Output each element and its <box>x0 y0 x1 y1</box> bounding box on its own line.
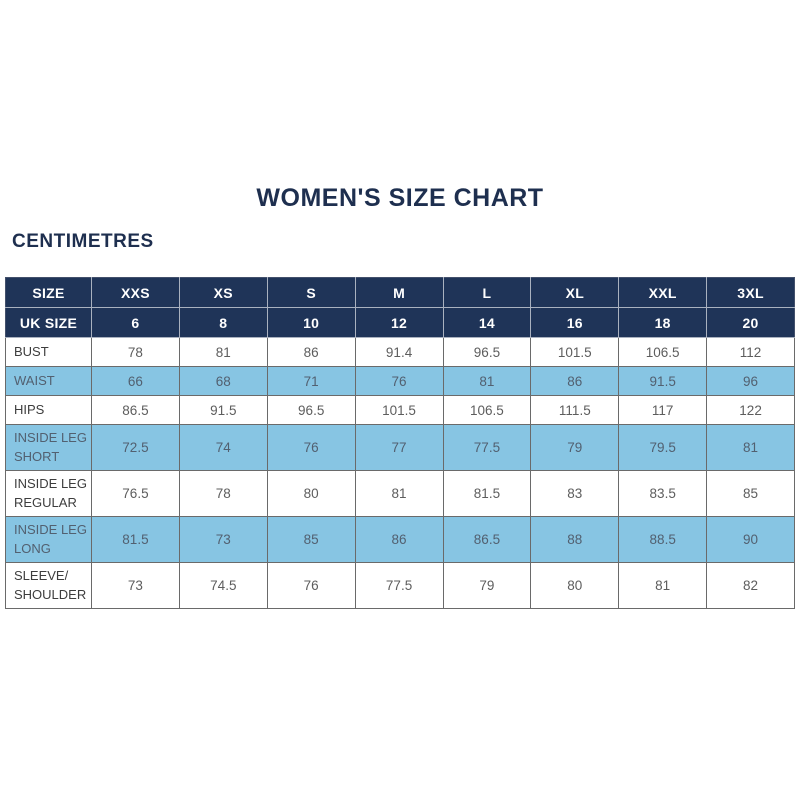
table-cell: 88 <box>530 516 620 563</box>
row-label: SLEEVE/ SHOULDER <box>5 562 92 609</box>
table-cell: 86 <box>530 366 620 396</box>
size-col-header: 3XL <box>706 277 795 308</box>
size-col-header: XL <box>530 277 620 308</box>
table-cell: 83 <box>530 470 620 517</box>
table-cell: 79 <box>442 562 532 609</box>
table-cell: 86 <box>266 337 356 367</box>
table-cell: 77.5 <box>442 424 532 471</box>
table-cell: 74.5 <box>178 562 268 609</box>
size-chart-table: SIZE XXS XS S M L XL XXL 3XL UK SIZE 6 8… <box>5 277 795 609</box>
size-col-header: XXL <box>618 277 708 308</box>
table-cell: 106.5 <box>442 395 532 425</box>
table-cell: 76 <box>266 562 356 609</box>
table-cell: 81.5 <box>442 470 532 517</box>
uk-size-col-header: 6 <box>91 307 180 338</box>
table-cell: 81 <box>354 470 444 517</box>
uk-size-col-header: 16 <box>530 307 620 338</box>
size-col-header: L <box>442 277 532 308</box>
table-cell: 80 <box>266 470 356 517</box>
row-label: HIPS <box>5 395 92 425</box>
table-cell: 88.5 <box>618 516 708 563</box>
table-row-inside-leg-long: INSIDE LEG LONG 81.5 73 85 86 86.5 88 88… <box>5 516 795 563</box>
table-cell: 111.5 <box>530 395 620 425</box>
row-label: INSIDE LEG REGULAR <box>5 470 92 517</box>
table-cell: 73 <box>178 516 268 563</box>
unit-label: CENTIMETRES <box>12 231 154 252</box>
size-col-header: XS <box>178 277 268 308</box>
table-cell: 86.5 <box>442 516 532 563</box>
table-cell: 91.4 <box>354 337 444 367</box>
table-cell: 83.5 <box>618 470 708 517</box>
table-cell: 81 <box>618 562 708 609</box>
row-label: BUST <box>5 337 92 367</box>
table-cell: 112 <box>706 337 795 367</box>
table-cell: 122 <box>706 395 795 425</box>
table-cell: 91.5 <box>618 366 708 396</box>
table-cell: 91.5 <box>178 395 268 425</box>
table-cell: 101.5 <box>354 395 444 425</box>
row-label: INSIDE LEG LONG <box>5 516 92 563</box>
size-header-label: SIZE <box>5 277 92 308</box>
table-cell: 76.5 <box>91 470 180 517</box>
table-cell: 78 <box>178 470 268 517</box>
table-cell: 74 <box>178 424 268 471</box>
table-cell: 86.5 <box>91 395 180 425</box>
table-cell: 86 <box>354 516 444 563</box>
uk-size-col-header: 8 <box>178 307 268 338</box>
table-cell: 79.5 <box>618 424 708 471</box>
page-title: WOMEN'S SIZE CHART <box>256 184 544 212</box>
uk-size-col-header: 14 <box>442 307 532 338</box>
uk-size-col-header: 18 <box>618 307 708 338</box>
table-cell: 68 <box>178 366 268 396</box>
table-body: BUST 78 81 86 91.4 96.5 101.5 106.5 112 … <box>5 337 795 609</box>
table-cell: 81 <box>706 424 795 471</box>
table-row-inside-leg-short: INSIDE LEG SHORT 72.5 74 76 77 77.5 79 7… <box>5 424 795 471</box>
table-cell: 117 <box>618 395 708 425</box>
table-cell: 77.5 <box>354 562 444 609</box>
table-cell: 72.5 <box>91 424 180 471</box>
table-header: SIZE XXS XS S M L XL XXL 3XL UK SIZE 6 8… <box>5 277 795 338</box>
table-cell: 85 <box>266 516 356 563</box>
uk-size-col-header: 12 <box>354 307 444 338</box>
table-row-bust: BUST 78 81 86 91.4 96.5 101.5 106.5 112 <box>5 337 795 367</box>
size-col-header: M <box>354 277 444 308</box>
table-cell: 81 <box>178 337 268 367</box>
row-label: WAIST <box>5 366 92 396</box>
table-cell: 78 <box>91 337 180 367</box>
table-cell: 90 <box>706 516 795 563</box>
uk-size-header-label: UK SIZE <box>5 307 92 338</box>
table-cell: 71 <box>266 366 356 396</box>
table-row-inside-leg-regular: INSIDE LEG REGULAR 76.5 78 80 81 81.5 83… <box>5 470 795 517</box>
table-cell: 85 <box>706 470 795 517</box>
table-cell: 73 <box>91 562 180 609</box>
table-cell: 96.5 <box>266 395 356 425</box>
table-cell: 81.5 <box>91 516 180 563</box>
table-cell: 96 <box>706 366 795 396</box>
table-cell: 81 <box>442 366 532 396</box>
uk-size-header-row: UK SIZE 6 8 10 12 14 16 18 20 <box>5 307 795 338</box>
row-label: INSIDE LEG SHORT <box>5 424 92 471</box>
size-header-row: SIZE XXS XS S M L XL XXL 3XL <box>5 277 795 308</box>
table-row-hips: HIPS 86.5 91.5 96.5 101.5 106.5 111.5 11… <box>5 395 795 425</box>
table-row-sleeve-shoulder: SLEEVE/ SHOULDER 73 74.5 76 77.5 79 80 8… <box>5 562 795 609</box>
table-row-waist: WAIST 66 68 71 76 81 86 91.5 96 <box>5 366 795 396</box>
uk-size-col-header: 20 <box>706 307 795 338</box>
table-cell: 76 <box>354 366 444 396</box>
table-cell: 80 <box>530 562 620 609</box>
uk-size-col-header: 10 <box>266 307 356 338</box>
table-cell: 96.5 <box>442 337 532 367</box>
table-cell: 101.5 <box>530 337 620 367</box>
table-cell: 77 <box>354 424 444 471</box>
table-cell: 79 <box>530 424 620 471</box>
table-cell: 76 <box>266 424 356 471</box>
table-cell: 82 <box>706 562 795 609</box>
table-cell: 106.5 <box>618 337 708 367</box>
table-cell: 66 <box>91 366 180 396</box>
size-col-header: XXS <box>91 277 180 308</box>
size-col-header: S <box>266 277 356 308</box>
